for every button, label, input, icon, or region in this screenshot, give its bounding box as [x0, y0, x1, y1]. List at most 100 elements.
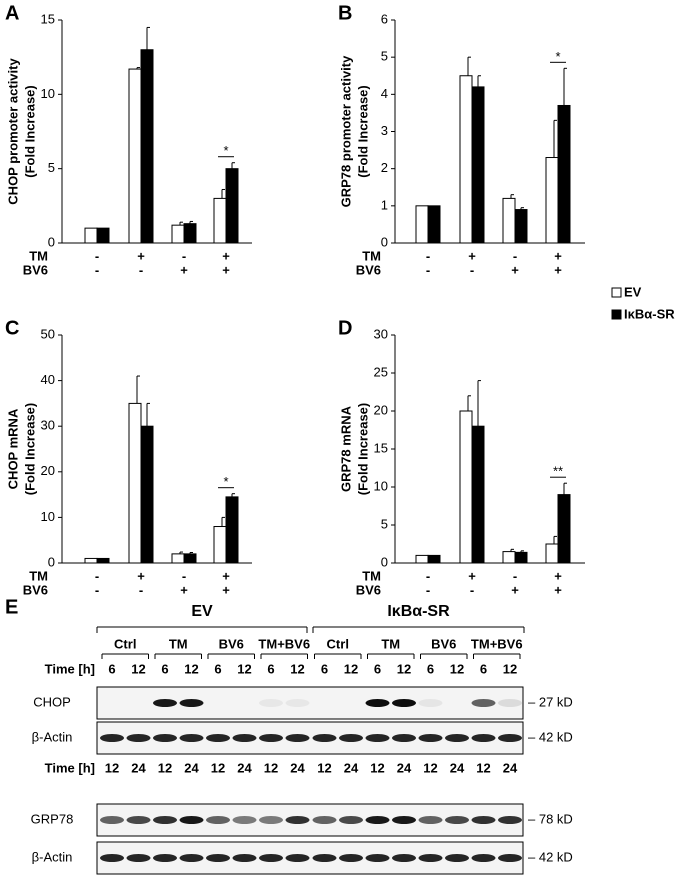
condition-label: TM+BV6: [258, 636, 310, 651]
band: [312, 734, 337, 742]
time-value: 6: [108, 661, 115, 676]
group-label: EV: [191, 603, 213, 620]
time-value: 12: [423, 760, 437, 775]
band: [206, 734, 230, 742]
time-value: 24: [290, 760, 305, 775]
y-tick-label: 5: [381, 516, 388, 531]
band: [259, 854, 283, 862]
band: [285, 734, 310, 742]
band: [285, 699, 310, 707]
band: [153, 816, 177, 824]
size-label: – 42 kD: [528, 849, 573, 864]
time-value: 12: [290, 661, 304, 676]
bar: [502, 197, 516, 244]
significance-label: *: [223, 474, 228, 489]
condition-sign: +: [180, 582, 188, 597]
band: [126, 854, 151, 862]
y-tick-label: 25: [374, 364, 388, 379]
bar: [545, 157, 559, 244]
condition-sign: +: [137, 248, 145, 263]
panel-label: B: [338, 2, 352, 24]
size-label: – 27 kD: [528, 694, 573, 709]
bar: [459, 75, 473, 244]
y-axis-label: GRP78 promoter activity: [338, 55, 353, 207]
condition-sign: +: [180, 262, 188, 277]
condition-sign: +: [468, 568, 476, 583]
y-axis-label: CHOP promoter activity: [5, 58, 20, 205]
time-value: 12: [264, 760, 278, 775]
condition-sign: +: [137, 568, 145, 583]
band: [339, 854, 363, 862]
bar: [84, 557, 98, 564]
band: [339, 734, 363, 742]
condition-sign: -: [426, 262, 430, 277]
condition-sign: +: [511, 582, 519, 597]
time-value: 6: [480, 661, 487, 676]
band: [498, 816, 522, 824]
y-axis-label: (Fold Increase): [22, 85, 37, 177]
condition-label: TM: [362, 248, 381, 263]
y-tick-label: 5: [48, 160, 55, 175]
bar: [415, 554, 429, 564]
band: [418, 734, 443, 742]
bar: [427, 554, 441, 564]
time-value: 24: [344, 760, 359, 775]
band: [471, 816, 496, 824]
band: [312, 816, 337, 824]
band: [365, 816, 390, 824]
time-value: 24: [503, 760, 518, 775]
band: [418, 699, 443, 707]
condition-sign: +: [554, 568, 562, 583]
y-tick-label: 30: [374, 326, 388, 341]
condition-label: BV6: [23, 262, 48, 277]
bar: [84, 227, 98, 244]
panel-label: D: [338, 317, 352, 339]
band: [259, 816, 283, 824]
condition-sign: +: [554, 582, 562, 597]
condition-label: TM: [29, 568, 48, 583]
condition-label: TM: [381, 636, 400, 651]
time-value: 12: [344, 661, 358, 676]
bar: [471, 86, 485, 244]
condition-sign: +: [222, 262, 230, 277]
band: [392, 816, 416, 824]
band: [153, 854, 177, 862]
y-tick-label: 50: [41, 326, 55, 341]
time-value: 12: [370, 760, 384, 775]
y-tick-label: 6: [381, 11, 388, 26]
condition-sign: +: [222, 582, 230, 597]
band: [179, 699, 204, 707]
y-tick-label: 20: [374, 402, 388, 417]
condition-sign: -: [95, 568, 99, 583]
bar: [213, 526, 227, 564]
band: [471, 699, 496, 707]
band: [259, 734, 283, 742]
bar: [514, 209, 528, 244]
band: [445, 816, 469, 824]
band: [126, 734, 151, 742]
condition-sign: -: [513, 248, 517, 263]
condition-sign: -: [513, 568, 517, 583]
legend-swatch: [611, 309, 622, 320]
band: [232, 816, 257, 824]
condition-label: BV6: [356, 262, 381, 277]
band: [312, 854, 337, 862]
band: [206, 854, 230, 862]
bar: [545, 543, 559, 564]
band: [365, 734, 390, 742]
time-value: 6: [267, 661, 274, 676]
y-tick-label: 2: [381, 160, 388, 175]
band: [498, 854, 522, 862]
time-value: 6: [214, 661, 221, 676]
row-label: GRP78: [31, 811, 74, 826]
condition-label: TM+BV6: [471, 636, 523, 651]
bar: [557, 104, 571, 244]
time-value: 6: [161, 661, 168, 676]
band: [232, 734, 257, 742]
band: [418, 816, 443, 824]
time-label: Time [h]: [45, 661, 95, 676]
band: [392, 854, 416, 862]
y-axis-label: GRP78 mRNA: [338, 405, 353, 492]
y-axis-label: (Fold Increase): [22, 403, 37, 495]
